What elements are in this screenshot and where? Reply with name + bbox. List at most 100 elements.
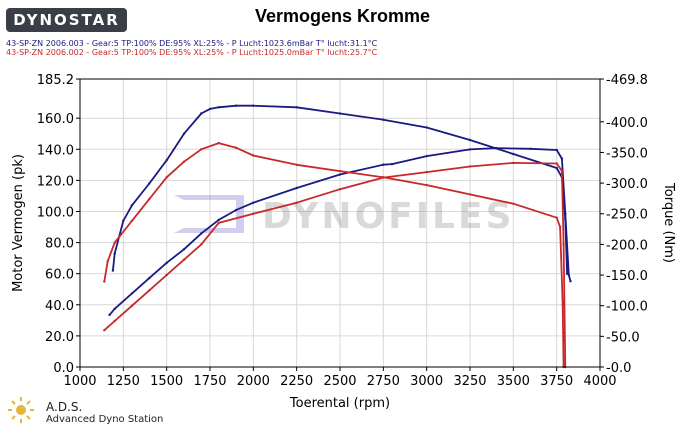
series-point [338, 173, 342, 176]
series-point [564, 212, 567, 215]
series-point [165, 159, 168, 162]
y-left-tick-label: 185.2 [37, 73, 74, 88]
series-point [425, 170, 428, 174]
dynofiles-watermark-mark: DYNOFILES [174, 195, 512, 237]
series-point [252, 201, 255, 204]
x-tick-label: 3500 [497, 374, 530, 389]
dynofiles-watermark: DYNOFILES [174, 195, 512, 237]
series-point [208, 107, 212, 111]
x-tick-label: 3250 [453, 374, 486, 389]
series-point [113, 241, 116, 244]
x-tick-label: 1250 [107, 374, 140, 389]
x-tick-label: 1000 [63, 374, 96, 389]
y-left-tick-label: 160.0 [37, 112, 74, 127]
series-point [295, 186, 298, 190]
y-right-axis-label: Torque (Nm) [661, 182, 676, 263]
series-line-power-0 [112, 104, 568, 274]
series-point [165, 261, 168, 264]
x-tick-label: 3000 [410, 374, 443, 389]
series-point [561, 303, 564, 306]
series-point [113, 319, 116, 323]
series-point [555, 148, 558, 152]
series-point [103, 329, 106, 332]
x-axis-label: Toerental (rpm) [289, 396, 390, 411]
series-point [200, 232, 203, 235]
series-point [382, 176, 385, 179]
x-tick-label: 3750 [540, 374, 573, 389]
series-point [122, 219, 125, 222]
series-point [130, 219, 134, 222]
series-point [512, 161, 515, 165]
x-tick-label: 4000 [583, 374, 616, 389]
series-point [252, 104, 255, 107]
dynostar-logo: DYNOSTAR [6, 8, 127, 32]
x-tick-label: 1500 [150, 374, 183, 389]
series-point [165, 176, 168, 179]
series-point [512, 202, 515, 205]
y-right-tick-label: -250.0 [606, 208, 648, 223]
series-point [295, 201, 298, 204]
y-left-tick-label: 80.0 [45, 237, 74, 252]
series-point [182, 132, 186, 135]
series-point [234, 146, 238, 149]
series-point [494, 146, 498, 150]
series-point [182, 160, 186, 163]
series-point [130, 204, 134, 207]
series-point [338, 112, 342, 115]
y-left-tick-label: 100.0 [37, 205, 74, 220]
series-point [565, 272, 569, 275]
series-point [148, 276, 151, 280]
series-point [200, 243, 203, 246]
series-point [567, 273, 570, 277]
series-point [562, 243, 565, 246]
series-point [382, 118, 385, 121]
series-point [182, 258, 186, 261]
x-tick-label: 2750 [367, 374, 400, 389]
y-left-tick-label: 120.0 [37, 174, 74, 189]
series-point [165, 273, 168, 277]
series-point [113, 307, 116, 310]
y-left-tick-label: 140.0 [37, 143, 74, 158]
series-point [217, 218, 220, 222]
x-tick-label: 2250 [280, 374, 313, 389]
series-point [560, 157, 564, 160]
series-point [425, 183, 428, 187]
series-point [234, 208, 238, 212]
series-point [569, 280, 572, 283]
series-point [200, 148, 203, 151]
watermark-d-shape [174, 195, 244, 233]
series-point [148, 289, 151, 292]
series-point [295, 106, 298, 109]
series-point [252, 154, 255, 157]
series-point [338, 188, 342, 191]
series-point [468, 165, 472, 168]
series-point [425, 154, 428, 158]
chart-title: Vermogens Kromme [254, 6, 431, 26]
series-point [555, 162, 558, 165]
series-point [234, 104, 238, 107]
y-left-tick-label: 0.0 [53, 361, 74, 376]
series-point [106, 260, 109, 263]
y-right-tick-label: -50.0 [606, 330, 640, 345]
y-right-tick-label: -0.0 [606, 361, 631, 376]
run-info-line-1: 43-SP-ZN 2006.003 - Gear:5 TP:100% DE:95… [6, 39, 378, 48]
series-point [252, 212, 255, 215]
y-right-tick-label: -350.0 [606, 146, 648, 161]
ads-title: A.D.S. [46, 400, 83, 414]
series-point [338, 169, 342, 173]
series-point [382, 163, 385, 166]
series-point [217, 221, 220, 225]
y-left-axis-label: Motor Vermogen (pk) [11, 154, 26, 292]
series-point [217, 106, 220, 109]
series-point [468, 138, 472, 142]
series-point [148, 197, 151, 201]
series-point [103, 280, 106, 283]
series-point [529, 147, 532, 150]
y-right-tick-label: -150.0 [606, 269, 648, 284]
series-point [558, 225, 562, 229]
series-point [217, 141, 220, 145]
series-point [425, 126, 428, 129]
run-info-line-2: 43-SP-ZN 2006.002 - Gear:5 TP:100% DE:95… [6, 48, 378, 57]
series-point [182, 248, 186, 251]
